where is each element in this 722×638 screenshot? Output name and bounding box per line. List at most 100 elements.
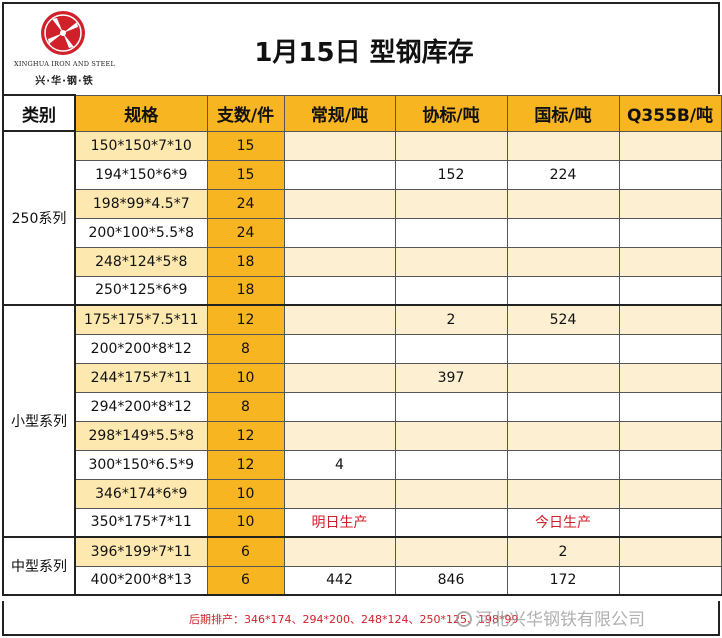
national-cell [506, 217, 620, 248]
count-cell: 15 [206, 130, 285, 161]
regular-cell [283, 246, 396, 277]
regular-cell [283, 333, 396, 364]
table-row: 198*99*4.5*7 24 [3, 188, 722, 219]
regular-cell [283, 217, 396, 248]
national-cell [506, 362, 620, 393]
national-cell: 172 [506, 565, 620, 596]
logo-chinese-text: 兴·华·钢·铁 [35, 76, 94, 87]
spec-cell: 400*200*8*13 [74, 565, 208, 596]
q355b-cell [618, 362, 722, 393]
regular-cell [283, 536, 396, 567]
header-spec: 规格 [74, 94, 208, 132]
category-cell: 小型系列 [2, 304, 76, 538]
spec-cell: 250*125*6*9 [74, 275, 208, 306]
national-cell [506, 275, 620, 306]
production-schedule-note: 后期排产：346*174、294*200、248*124、250*125、198… [189, 613, 519, 626]
logo-english-text: XINGHUA IRON AND STEEL [14, 60, 115, 68]
category-cell: 中型系列 [2, 536, 76, 596]
association-cell [394, 420, 508, 451]
count-cell: 24 [206, 188, 285, 219]
association-cell [394, 449, 508, 480]
xinghua-logo-icon [41, 11, 85, 55]
spec-cell: 300*150*6.5*9 [74, 449, 208, 480]
spec-cell: 346*174*6*9 [74, 478, 208, 509]
table-row: 346*174*6*9 10 [3, 478, 722, 509]
header-category: 类别 [2, 94, 76, 132]
count-cell: 8 [206, 391, 285, 422]
q355b-cell [618, 391, 722, 422]
association-cell [394, 217, 508, 248]
association-cell [394, 536, 508, 567]
q355b-cell [618, 217, 722, 248]
association-cell [394, 391, 508, 422]
association-cell [394, 275, 508, 306]
national-cell [506, 333, 620, 364]
association-cell: 2 [394, 304, 508, 335]
table-row: 298*149*5.5*8 12 [3, 420, 722, 451]
count-cell: 15 [206, 159, 285, 190]
count-cell: 6 [206, 565, 285, 596]
q355b-cell [618, 159, 722, 190]
header-regular: 常规/吨 [283, 94, 396, 132]
association-cell [394, 478, 508, 509]
regular-cell [283, 391, 396, 422]
company-logo: XINGHUA IRON AND STEEL 兴·华·钢·铁 [12, 10, 117, 92]
header-q355b: Q355B/吨 [618, 94, 722, 132]
regular-cell [283, 130, 396, 161]
table-row: 400*200*8*13 6 442 846 172 [3, 565, 722, 596]
sheet-footer: 后期排产：346*174、294*200、248*124、250*125、198… [2, 601, 720, 636]
q355b-cell [618, 188, 722, 219]
table-row: 194*150*6*9 15 152 224 [3, 159, 722, 190]
q355b-cell [618, 275, 722, 306]
q355b-cell [618, 333, 722, 364]
spec-cell: 200*100*5.5*8 [74, 217, 208, 248]
table-row: 250系列 150*150*7*10 15 [2, 130, 722, 306]
header-count: 支数/件 [206, 94, 285, 132]
inventory-table: 类别 规格 支数/件 常规/吨 协标/吨 国标/吨 Q355B/吨 250系列 … [2, 94, 722, 596]
association-cell: 846 [394, 565, 508, 596]
table-row: 248*124*5*8 18 [3, 246, 722, 277]
count-cell: 10 [206, 362, 285, 393]
category-cell: 250系列 [2, 130, 76, 306]
table-row: 300*150*6.5*9 12 4 [3, 449, 722, 480]
national-cell: 224 [506, 159, 620, 190]
table-header-row: 类别 规格 支数/件 常规/吨 协标/吨 国标/吨 Q355B/吨 [2, 94, 722, 132]
count-cell: 10 [206, 507, 285, 538]
table-row: 中型系列 396*199*7*11 6 2 [2, 536, 722, 596]
regular-cell: 442 [283, 565, 396, 596]
count-cell: 8 [206, 333, 285, 364]
national-cell [506, 130, 620, 161]
national-cell [506, 478, 620, 509]
table-row: 200*100*5.5*8 24 [3, 217, 722, 248]
count-cell: 12 [206, 304, 285, 335]
national-cell [506, 188, 620, 219]
table-row: 小型系列 175*175*7.5*11 12 2 524 [2, 304, 722, 538]
national-cell [506, 391, 620, 422]
regular-cell [283, 159, 396, 190]
regular-cell: 明日生产 [283, 507, 396, 538]
spec-cell: 298*149*5.5*8 [74, 420, 208, 451]
spec-cell: 396*199*7*11 [74, 536, 208, 567]
association-cell [394, 333, 508, 364]
watermark-logo-icon [456, 611, 472, 627]
header-national: 国标/吨 [506, 94, 620, 132]
watermark: 河北兴华钢铁有限公司 [456, 605, 645, 630]
count-cell: 18 [206, 275, 285, 306]
spec-cell: 244*175*7*11 [74, 362, 208, 393]
q355b-cell [618, 304, 722, 335]
association-cell [394, 188, 508, 219]
page-title: 1月15日 型钢库存 [254, 38, 474, 68]
q355b-cell [618, 507, 722, 538]
regular-cell [283, 362, 396, 393]
regular-cell [283, 420, 396, 451]
count-cell: 6 [206, 536, 285, 567]
national-cell [506, 420, 620, 451]
national-cell [506, 449, 620, 480]
association-cell [394, 507, 508, 538]
national-cell: 今日生产 [506, 507, 620, 538]
table-row: 250*125*6*9 18 [3, 275, 722, 306]
header-association: 协标/吨 [394, 94, 508, 132]
count-cell: 10 [206, 478, 285, 509]
table-row: 244*175*7*11 10 397 [3, 362, 722, 393]
